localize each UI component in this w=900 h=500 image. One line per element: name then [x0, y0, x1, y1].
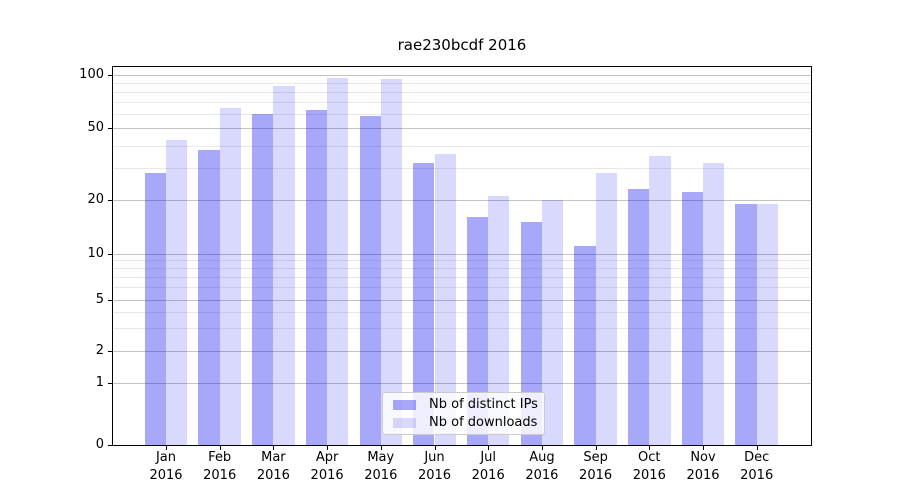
y-tick-mark [108, 383, 112, 384]
gridline-minor [113, 277, 811, 279]
x-tick-label-dec: Dec 2016 [740, 450, 774, 483]
gridline-major [113, 253, 811, 255]
bar-jun-distinct-ips [413, 163, 435, 445]
legend-entry-downloads: Nb of downloads [393, 414, 544, 430]
bar-feb-distinct-ips [198, 149, 220, 445]
y-tick-label: 2 [95, 343, 104, 358]
bar-aug-distinct-ips [520, 221, 542, 445]
legend-entry-distinct-ips: Nb of distinct IPs [393, 396, 544, 412]
x-tick-mark [434, 446, 436, 450]
bar-apr-distinct-ips [305, 110, 328, 445]
bar-sep-downloads [595, 173, 617, 445]
x-tick-label-aug: Aug 2016 [525, 450, 559, 483]
y-tick-label: 5 [95, 291, 104, 307]
x-tick-mark [595, 446, 597, 450]
y-tick-label: 10 [87, 245, 104, 261]
gridline-minor [113, 114, 811, 116]
bar-nov-downloads [703, 163, 725, 445]
x-tick-mark [380, 446, 382, 450]
bar-jul-downloads [488, 195, 510, 445]
bar-nov-distinct-ips [681, 192, 703, 445]
x-tick-mark [756, 446, 758, 450]
x-tick-mark [541, 446, 543, 450]
gridline-major [113, 199, 811, 201]
y-tick-mark [108, 74, 112, 76]
y-tick-label: 20 [87, 191, 104, 207]
bar-jul-distinct-ips [466, 216, 489, 445]
chart-title: rae230bcdf 2016 [397, 36, 527, 54]
gridline-minor [113, 168, 811, 170]
x-tick-mark [273, 446, 275, 450]
y-tick-mark [108, 299, 112, 301]
gridline-major [113, 383, 811, 384]
y-tick-mark [108, 199, 112, 201]
gridline-major [113, 128, 811, 130]
bar-jan-distinct-ips [144, 173, 166, 445]
bar-dec-downloads [756, 203, 778, 445]
y-tick-mark [108, 253, 112, 255]
legend: Nb of distinct IPs Nb of downloads [382, 392, 545, 435]
gridline-major [113, 351, 811, 352]
gridline-major [113, 74, 811, 76]
x-tick-mark [488, 446, 490, 450]
gridline-minor [113, 102, 811, 104]
x-tick-mark [166, 446, 167, 450]
bar-oct-downloads [649, 156, 671, 445]
bar-jun-downloads [434, 153, 456, 445]
legend-swatch-downloads [393, 417, 416, 428]
x-tick-label-feb: Feb 2016 [203, 450, 237, 483]
gridline-minor [113, 260, 811, 262]
x-tick-label-mar: Mar 2016 [256, 450, 290, 483]
legend-label-distinct-ips: Nb of distinct IPs [429, 396, 538, 412]
x-tick-label-jan: Jan 2016 [149, 450, 183, 483]
gridline-major [113, 299, 811, 301]
x-tick-mark [649, 446, 651, 450]
gridline-minor [113, 82, 811, 84]
x-tick-label-oct: Oct 2016 [632, 450, 666, 483]
legend-label-downloads: Nb of downloads [429, 414, 538, 430]
x-tick-label-nov: Nov 2016 [686, 450, 720, 483]
x-tick-label-jul: Jul 2016 [471, 450, 505, 483]
axes-frame [112, 66, 812, 446]
y-tick-mark [108, 128, 112, 130]
bar-may-distinct-ips [359, 115, 381, 445]
bar-mar-downloads [273, 86, 295, 445]
x-tick-label-jun: Jun 2016 [417, 450, 452, 483]
x-tick-label-may: May 2016 [364, 450, 398, 483]
gridline-minor [113, 287, 811, 289]
bar-mar-distinct-ips [252, 114, 274, 445]
y-tick-label: 100 [79, 66, 104, 82]
y-tick-label: 50 [87, 120, 104, 136]
x-tick-label-apr: Apr 2016 [310, 450, 344, 483]
x-tick-mark [703, 446, 704, 450]
bar-feb-downloads [219, 107, 241, 445]
gridline-minor [113, 328, 811, 330]
bar-may-downloads [380, 79, 403, 445]
y-tick-label: 0 [95, 437, 104, 452]
x-tick-label-sep: Sep 2016 [579, 450, 613, 483]
x-tick-mark [327, 446, 329, 450]
gridline-minor [113, 312, 811, 314]
gridline-minor [113, 145, 811, 147]
y-tick-mark [108, 351, 112, 352]
bar-oct-distinct-ips [628, 188, 650, 445]
legend-swatch-distinct-ips [393, 399, 416, 410]
bar-sep-distinct-ips [574, 246, 596, 445]
gridline-minor [113, 91, 811, 93]
gridline-minor [113, 268, 811, 270]
y-tick-label: 1 [95, 375, 104, 390]
bar-apr-downloads [327, 78, 349, 445]
bar-aug-downloads [541, 199, 564, 445]
bar-dec-distinct-ips [735, 203, 757, 445]
y-tick-mark [108, 445, 112, 446]
bar-jan-downloads [166, 140, 188, 445]
x-tick-mark [219, 446, 221, 450]
